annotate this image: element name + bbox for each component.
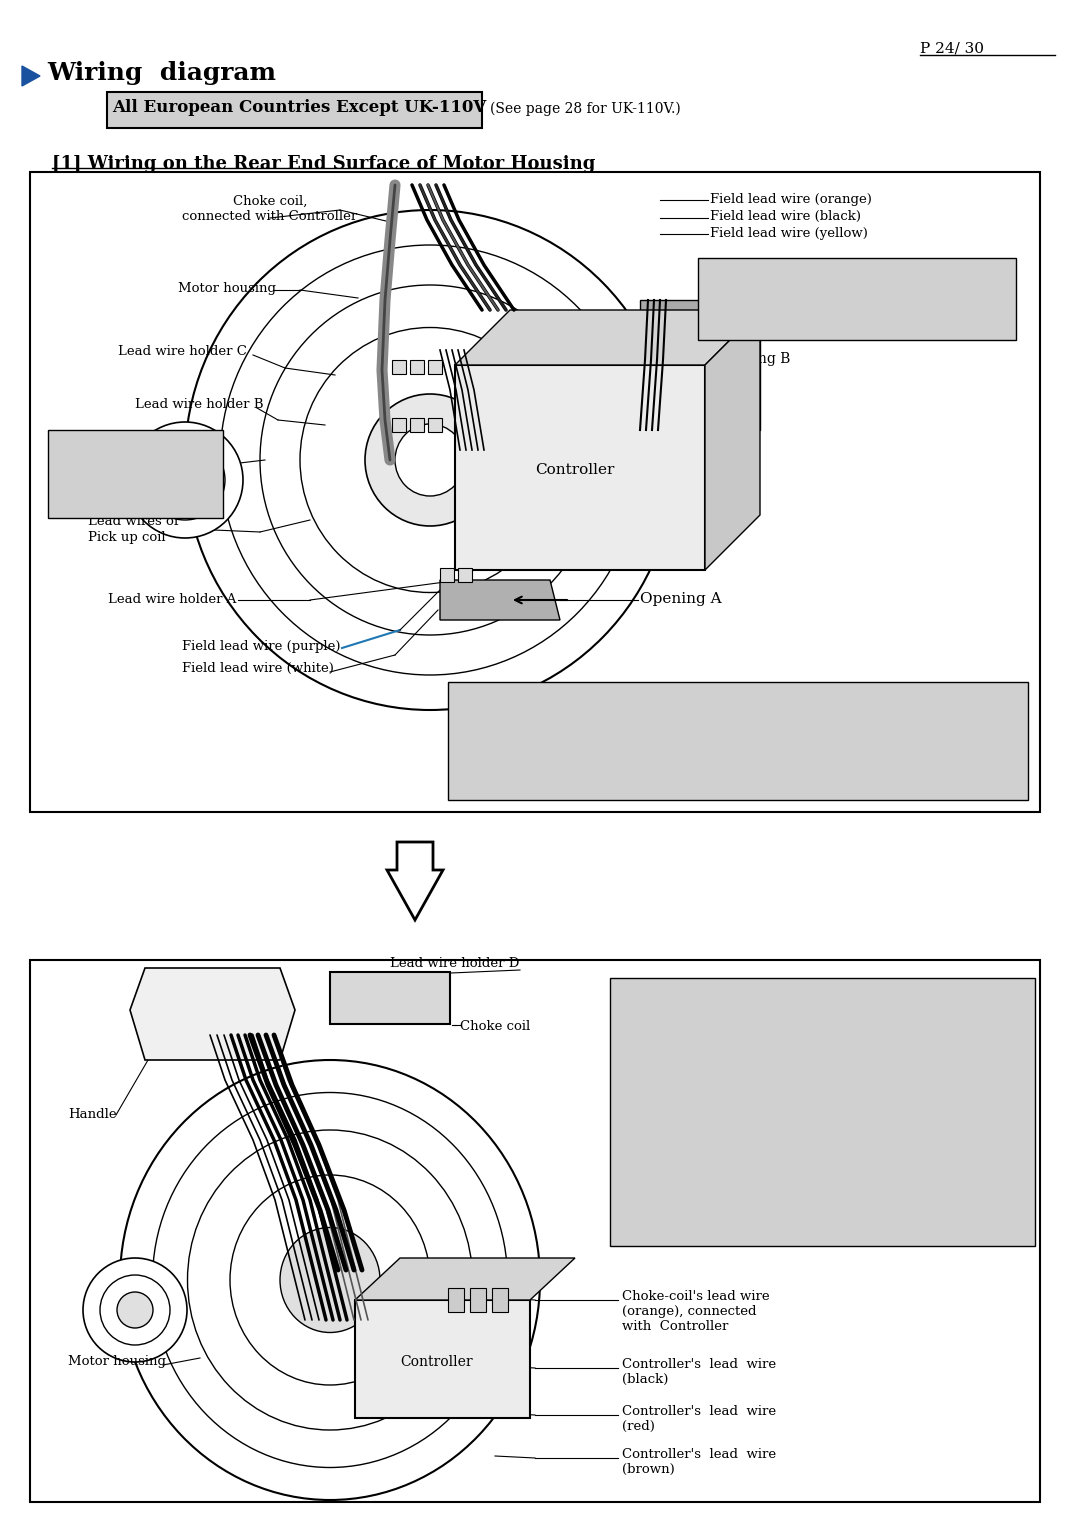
Text: (orange, black, yellow): (orange, black, yellow) <box>703 278 856 290</box>
Text: Important:: Important: <box>453 718 534 730</box>
Text: Field lead wire (yellow): Field lead wire (yellow) <box>710 228 868 240</box>
Ellipse shape <box>220 244 640 675</box>
FancyBboxPatch shape <box>330 972 450 1024</box>
FancyBboxPatch shape <box>30 173 1040 811</box>
Text: connected with Controller: connected with Controller <box>183 209 357 223</box>
FancyBboxPatch shape <box>492 1288 508 1313</box>
Text: [1] Wiring on the Rear End Surface of Motor Housing: [1] Wiring on the Rear End Surface of Mo… <box>52 154 595 173</box>
Text: between Motor housing and the: between Motor housing and the <box>616 1177 831 1189</box>
FancyBboxPatch shape <box>458 568 472 582</box>
FancyBboxPatch shape <box>440 568 454 582</box>
FancyBboxPatch shape <box>410 361 424 374</box>
Ellipse shape <box>300 327 561 593</box>
Polygon shape <box>387 842 443 920</box>
Text: Wiring  diagram: Wiring diagram <box>48 61 276 86</box>
Ellipse shape <box>188 1131 473 1430</box>
Text: Lead wire holder B: Lead wire holder B <box>135 397 264 411</box>
Text: Motor housing: Motor housing <box>68 1355 166 1368</box>
Text: Field lead wire (purple): Field lead wire (purple) <box>183 640 340 652</box>
Text: Important:: Important: <box>616 1128 697 1141</box>
FancyBboxPatch shape <box>448 1288 464 1313</box>
Text: Be sure that the lead wires are tight between: Be sure that the lead wires are tight be… <box>521 718 831 730</box>
Circle shape <box>145 440 225 520</box>
FancyBboxPatch shape <box>470 1288 486 1313</box>
Text: the lead wire: the lead wire <box>52 466 135 478</box>
Text: Controller's  lead  wire
(brown): Controller's lead wire (brown) <box>622 1449 777 1476</box>
Polygon shape <box>705 310 760 570</box>
Circle shape <box>83 1258 187 1361</box>
Ellipse shape <box>395 423 465 497</box>
Text: Pick up coil: Pick up coil <box>87 532 165 544</box>
Text: Motor housing: Motor housing <box>178 283 276 295</box>
Ellipse shape <box>280 1227 380 1332</box>
Text: Controller's  lead  wire
(red): Controller's lead wire (red) <box>622 1406 777 1433</box>
Text: Opening B: Opening B <box>716 351 791 367</box>
Text: (orange, black, red, brown): (orange, black, red, brown) <box>616 1105 808 1117</box>
Text: Opening A: Opening A <box>640 591 721 607</box>
Text: Controller: Controller <box>400 1355 473 1369</box>
Polygon shape <box>22 66 40 86</box>
Text: (See page 28 for UK-110V.): (See page 28 for UK-110V.) <box>490 101 680 116</box>
Polygon shape <box>440 581 561 620</box>
Text: Choke coil,: Choke coil, <box>233 196 307 208</box>
FancyBboxPatch shape <box>107 92 482 128</box>
FancyBboxPatch shape <box>410 419 424 432</box>
FancyBboxPatch shape <box>30 960 1040 1502</box>
FancyBboxPatch shape <box>355 1300 530 1418</box>
Text: Field lead wire (orange): Field lead wire (orange) <box>710 193 872 206</box>
Circle shape <box>127 422 243 538</box>
Text: the opening A and the lead wire holder C.: the opening A and the lead wire holder C… <box>453 733 733 747</box>
Text: Field lead wire (black): Field lead wire (black) <box>710 209 861 223</box>
FancyBboxPatch shape <box>392 361 406 374</box>
Polygon shape <box>640 299 760 429</box>
Polygon shape <box>130 969 295 1060</box>
FancyBboxPatch shape <box>428 361 442 374</box>
FancyBboxPatch shape <box>428 419 442 432</box>
FancyBboxPatch shape <box>610 978 1035 1245</box>
Text: Choke coil: Choke coil <box>460 1021 530 1033</box>
Text: Lead wire holder D: Lead wire holder D <box>390 957 519 970</box>
Text: Route two Field lead wires (purple, white) through the: Route two Field lead wires (purple, whit… <box>453 686 820 698</box>
Polygon shape <box>355 1258 575 1300</box>
Text: P 24/ 30: P 24/ 30 <box>920 41 984 57</box>
Ellipse shape <box>230 1175 430 1384</box>
Text: Lead wire holder A: Lead wire holder A <box>108 593 237 607</box>
Text: All European Countries Except UK-110V: All European Countries Except UK-110V <box>112 99 486 116</box>
Ellipse shape <box>260 286 600 636</box>
Text: Be sure that the nine wires are tight: Be sure that the nine wires are tight <box>616 1152 860 1164</box>
Text: Lead wires of: Lead wires of <box>87 515 179 529</box>
Text: Choke-coil's lead wire
(orange), connected
with  Controller: Choke-coil's lead wire (orange), connect… <box>622 1290 770 1332</box>
Text: through the opening B.: through the opening B. <box>703 293 859 307</box>
FancyBboxPatch shape <box>48 429 222 518</box>
Text: holders B and C.: holders B and C. <box>52 481 158 495</box>
Text: Handle: Handle <box>68 1108 117 1122</box>
Circle shape <box>163 458 207 503</box>
Circle shape <box>117 1293 153 1328</box>
Ellipse shape <box>185 209 675 711</box>
Text: Lead wire holder C: Lead wire holder C <box>118 345 247 358</box>
Text: Controller: Controller <box>535 463 615 477</box>
Text: With the lead wire holder D on Handle,: With the lead wire holder D on Handle, <box>616 984 879 996</box>
Circle shape <box>100 1274 170 1345</box>
Polygon shape <box>455 310 760 365</box>
FancyBboxPatch shape <box>392 419 406 432</box>
Text: lead wire D.: lead wire D. <box>616 1199 697 1213</box>
FancyBboxPatch shape <box>698 258 1016 341</box>
Text: (white, purple, orange, black, yellow): (white, purple, orange, black, yellow) <box>616 1056 875 1070</box>
Text: *five Field lead wires: *five Field lead wires <box>616 1031 758 1045</box>
Text: Field lead wire (white): Field lead wire (white) <box>183 662 334 675</box>
Text: Controller's  lead  wire
(black): Controller's lead wire (black) <box>622 1358 777 1386</box>
Text: Route three Field lead wires: Route three Field lead wires <box>703 261 893 275</box>
Ellipse shape <box>120 1060 540 1500</box>
Ellipse shape <box>365 394 495 526</box>
Text: fix the following lead wire holders:: fix the following lead wire holders: <box>616 1008 850 1021</box>
FancyBboxPatch shape <box>455 365 705 570</box>
Text: opening A, and fix with the lead wire holders A, B and C.: opening A, and fix with the lead wire ho… <box>453 701 834 715</box>
Text: Pick up coil with: Pick up coil with <box>52 451 158 463</box>
FancyBboxPatch shape <box>448 681 1028 801</box>
Text: Fix two wires of: Fix two wires of <box>52 434 153 448</box>
Ellipse shape <box>152 1093 508 1467</box>
Text: *four lead wires from Controller: *four lead wires from Controller <box>616 1080 833 1093</box>
